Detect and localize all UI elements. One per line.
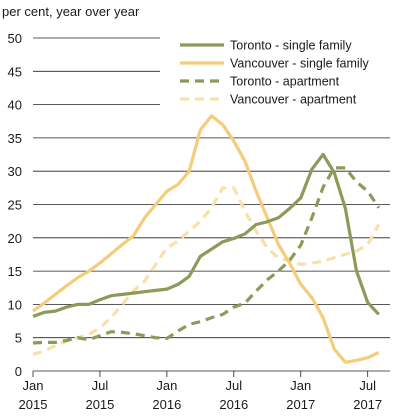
x-tick-year: 2015: [85, 397, 114, 412]
y-tick-label: 35: [8, 131, 22, 146]
y-tick-label: 10: [8, 297, 22, 312]
x-tick-month: Jan: [156, 378, 177, 393]
y-tick-label: 40: [8, 98, 22, 113]
series-line-1: [32, 114, 380, 364]
legend-label: Vancouver - single family: [230, 57, 369, 71]
x-tick-year: 2017: [353, 397, 382, 412]
y-tick-label: 30: [8, 164, 22, 179]
x-tick-month: Jul: [226, 378, 243, 393]
y-tick-label: 20: [8, 231, 22, 246]
series-lines: [32, 114, 381, 364]
y-tick-label: 15: [8, 264, 22, 279]
y-axis-title: per cent, year over year: [2, 4, 140, 19]
legend-label: Vancouver - apartment: [230, 93, 357, 107]
x-tick-month: Jan: [23, 378, 44, 393]
gridlines: [33, 37, 390, 372]
y-tick-labels: 0 5 10 15 20 25 30 35 40 45 50: [8, 31, 22, 379]
x-tick-month: Jul: [359, 378, 376, 393]
series-line-0: [32, 152, 380, 318]
y-tick-label: 45: [8, 64, 22, 79]
legend-label: Toronto - apartment: [230, 75, 340, 89]
x-tick-month: Jul: [92, 378, 109, 393]
x-tick-year: 2015: [19, 397, 48, 412]
x-tick-year: 2017: [286, 397, 315, 412]
y-tick-label: 25: [8, 198, 22, 213]
x-tick-labels: Jan 2015 Jul 2015 Jan 2016 Jul 2016 Jan 2017 Jul 20…: [19, 371, 382, 412]
series-line-2: [32, 166, 381, 345]
x-tick-year: 2016: [219, 397, 248, 412]
series-line-3: [32, 186, 381, 356]
legend: Toronto - single family Vancouver - singl…: [180, 39, 369, 107]
legend-label: Toronto - single family: [230, 39, 352, 53]
y-tick-label: 50: [8, 31, 22, 46]
x-tick-month: Jan: [290, 378, 311, 393]
y-tick-label: 0: [15, 364, 22, 379]
x-tick-year: 2016: [152, 397, 181, 412]
y-tick-label: 5: [15, 331, 22, 346]
